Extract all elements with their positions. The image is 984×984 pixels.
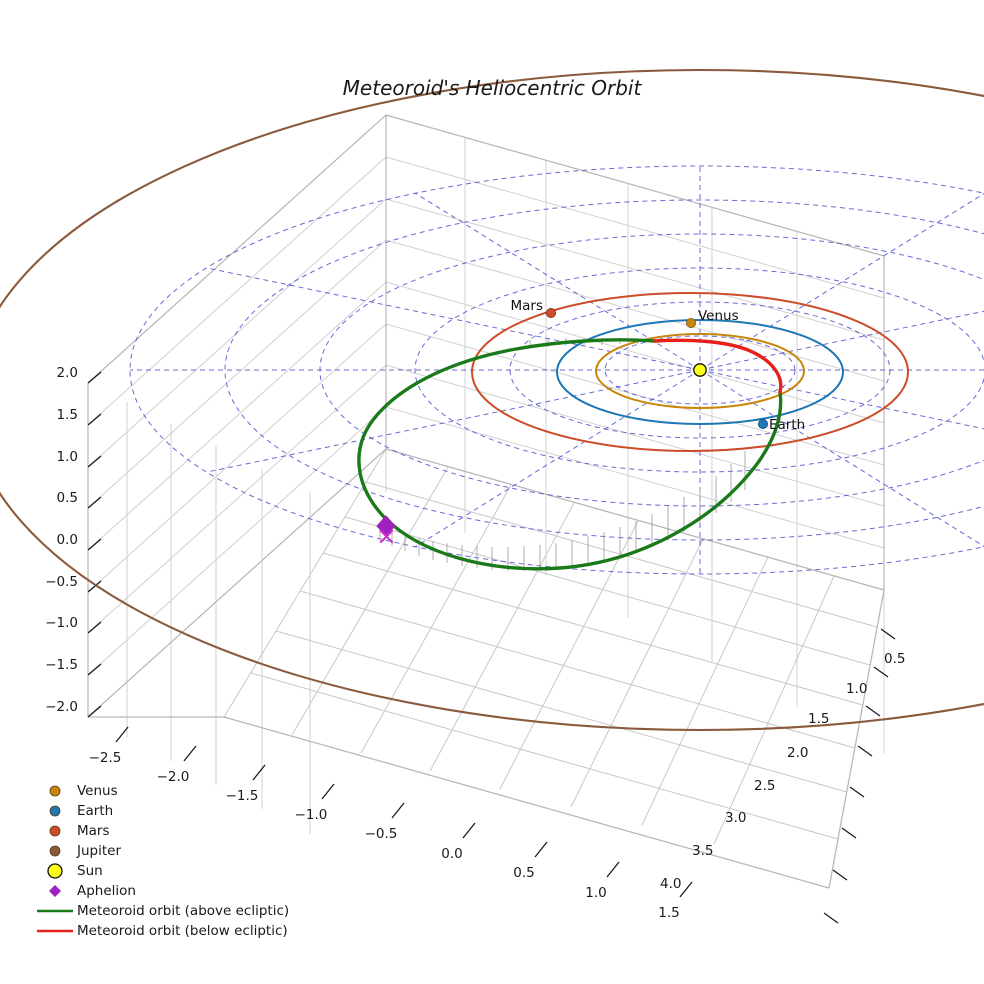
x-tick-0: −2.5 (89, 750, 122, 766)
legend-label: Meteoroid orbit (below ecliptic) (77, 923, 288, 939)
legend-item-earth[interactable]: Earth (49, 803, 113, 819)
legend-label: Jupiter (76, 843, 121, 859)
earth-marker (758, 418, 769, 429)
y-tick-6: 3.5 (692, 843, 713, 859)
y-axis: 0.5 1.0 1.5 2.0 2.5 3.0 3.5 4.0 (660, 628, 905, 924)
z-tick-3: 0.5 (57, 490, 78, 506)
z-tick-1: 1.5 (57, 407, 78, 423)
z-tick-0: 2.0 (57, 365, 78, 381)
orbit-meteoroid-above (357, 338, 783, 571)
y-tick-4: 2.5 (754, 778, 775, 794)
label-mars: Mars (510, 298, 543, 314)
x-tick-7: 1.0 (585, 885, 606, 901)
x-tick-8: 1.5 (658, 905, 679, 921)
z-tick-5: −0.5 (45, 574, 78, 590)
z-tick-7: −1.5 (45, 657, 78, 673)
earth-legend-icon (49, 805, 61, 817)
legend-item-meteoroid-orbit-above-ecliptic[interactable]: Meteoroid orbit (above ecliptic) (37, 903, 289, 919)
venus-legend-icon (49, 785, 61, 797)
x-tick-6: 0.5 (513, 865, 534, 881)
y-tick-7: 4.0 (660, 876, 681, 892)
x-tick-5: 0.0 (441, 846, 462, 862)
z-tick-8: −2.0 (45, 699, 78, 715)
page-title: Meteoroid's Heliocentric Orbit (343, 76, 643, 100)
mars-legend-icon (49, 825, 61, 837)
z-tick-6: −1.0 (45, 615, 78, 631)
pane-z-gridlines (87, 114, 885, 718)
polar-grid (129, 165, 984, 575)
aphelion-legend-icon (49, 885, 61, 897)
z-axis: 2.0 1.5 1.0 0.5 0.0 −0.5 −1.0 −1.5 −2.0 (45, 365, 102, 718)
legend-item-sun[interactable]: Sun (47, 863, 103, 879)
x-tick-3: −1.0 (295, 807, 328, 823)
y-tick-0: 0.5 (884, 651, 905, 667)
orbit-earth (556, 319, 844, 425)
y-tick-1: 1.0 (846, 681, 867, 697)
legend-label: Meteoroid orbit (above ecliptic) (77, 903, 289, 919)
x-axis: −2.5 −2.0 −1.5 −1.0 −0.5 0.0 0.5 1.0 1.5 (89, 726, 693, 921)
mars-marker (546, 307, 557, 318)
planet-markers (546, 307, 769, 429)
label-earth: Earth (769, 417, 805, 433)
y-tick-3: 2.0 (787, 745, 808, 761)
z-tick-2: 1.0 (57, 449, 78, 465)
legend-item-meteoroid-orbit-below-ecliptic[interactable]: Meteoroid orbit (below ecliptic) (37, 923, 288, 939)
label-venus: Venus (698, 308, 739, 324)
y-tick-5: 3.0 (725, 810, 746, 826)
x-tick-2: −1.5 (226, 788, 259, 804)
z-tick-4: 0.0 (57, 532, 78, 548)
venus-marker (686, 317, 697, 328)
axis-spines (87, 114, 885, 889)
y-tick-2: 1.5 (808, 711, 829, 727)
legend-item-mars[interactable]: Mars (49, 823, 110, 839)
aphelion-marker (376, 515, 396, 544)
legend-label: Sun (77, 863, 103, 879)
orbit-venus (595, 333, 805, 409)
sun-marker (693, 363, 707, 377)
legend-label: Aphelion (77, 883, 136, 899)
x-tick-1: −2.0 (157, 769, 190, 785)
orbit-jupiter (0, 69, 984, 731)
legend-label: Venus (77, 783, 118, 799)
legend-item-jupiter[interactable]: Jupiter (49, 843, 121, 859)
x-tick-4: −0.5 (365, 826, 398, 842)
legend-label: Mars (77, 823, 110, 839)
sun-legend-icon (47, 863, 63, 879)
orbit-meteoroid-below (653, 338, 783, 394)
legend: Venus Earth Mars Jupiter Sun Aphelion Meteoroi… (37, 783, 289, 939)
jupiter-legend-icon (49, 845, 61, 857)
legend-label: Earth (77, 803, 113, 819)
legend-item-venus[interactable]: Venus (49, 783, 118, 799)
legend-item-aphelion[interactable]: Aphelion (49, 883, 136, 899)
orbit-mars (471, 292, 909, 452)
